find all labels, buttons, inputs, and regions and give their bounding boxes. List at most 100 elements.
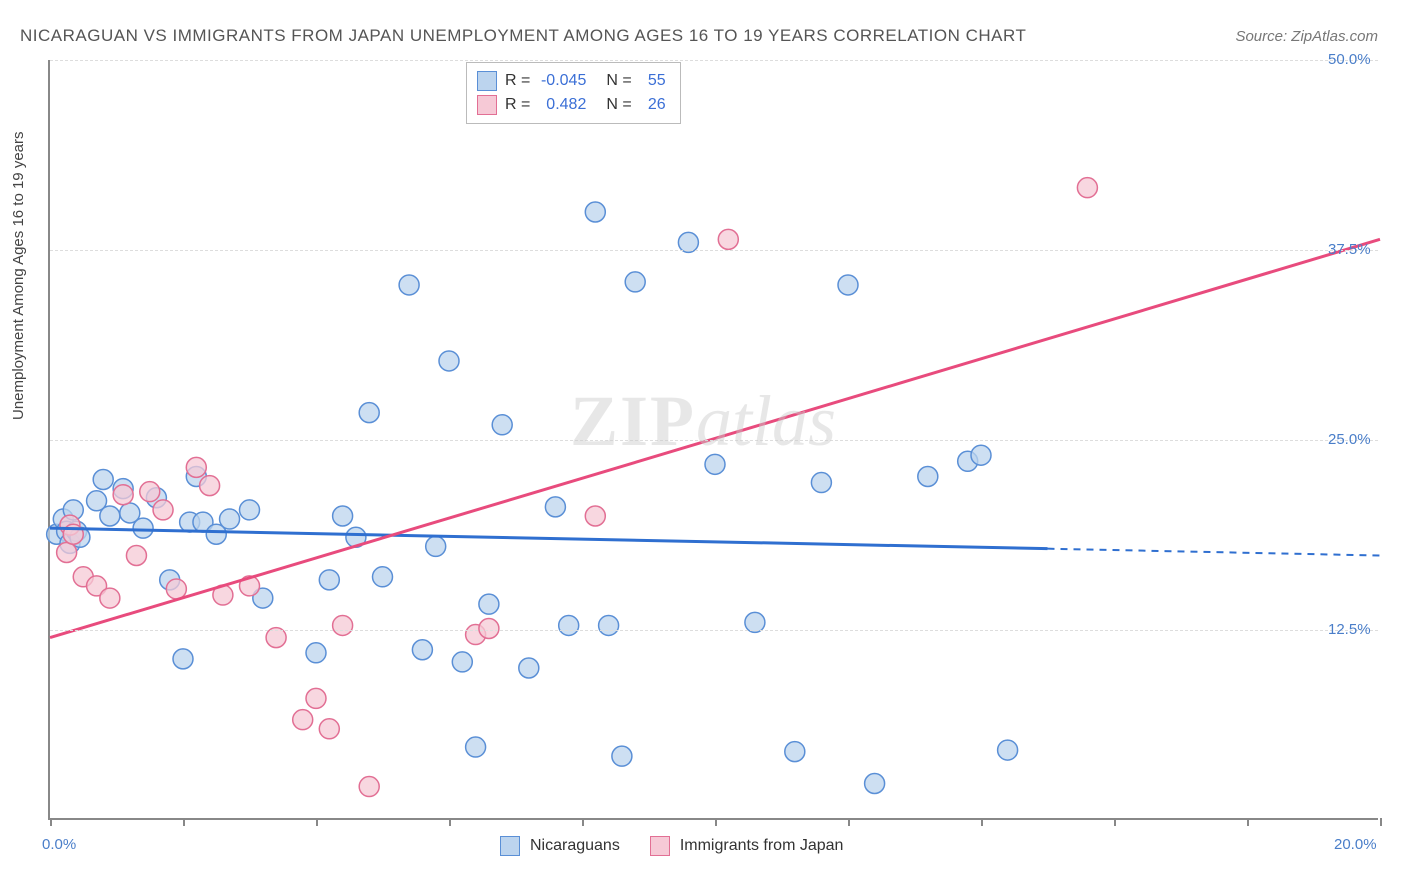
x-tick: [848, 818, 850, 826]
legend-r-label: R =: [505, 96, 530, 114]
scatter-point: [319, 719, 339, 739]
x-tick: [1114, 818, 1116, 826]
legend-bottom: Nicaraguans Immigrants from Japan: [500, 836, 843, 856]
legend-n-label: N =: [606, 72, 631, 90]
y-tick-label: 12.5%: [1328, 621, 1371, 638]
gridline: [50, 440, 1378, 441]
scatter-point: [100, 588, 120, 608]
scatter-point: [240, 500, 260, 520]
legend-swatch: [477, 95, 497, 115]
legend-r-value: -0.045: [538, 72, 586, 90]
scatter-point: [625, 272, 645, 292]
scatter-point: [133, 518, 153, 538]
scatter-point: [426, 536, 446, 556]
legend-bottom-item: Immigrants from Japan: [650, 836, 844, 856]
scatter-point: [585, 506, 605, 526]
scatter-point: [293, 710, 313, 730]
legend-n-label: N =: [606, 96, 631, 114]
scatter-point: [439, 351, 459, 371]
scatter-point: [479, 594, 499, 614]
y-tick-label: 37.5%: [1328, 241, 1371, 258]
legend-n-value: 26: [640, 96, 666, 114]
scatter-point: [359, 403, 379, 423]
scatter-point: [838, 275, 858, 295]
scatter-point: [585, 202, 605, 222]
scatter-point: [545, 497, 565, 517]
x-tick: [183, 818, 185, 826]
scatter-point: [399, 275, 419, 295]
legend-swatch: [650, 836, 670, 856]
scatter-point: [140, 482, 160, 502]
scatter-point: [126, 546, 146, 566]
y-tick-label: 25.0%: [1328, 431, 1371, 448]
scatter-point: [559, 615, 579, 635]
legend-bottom-item: Nicaraguans: [500, 836, 620, 856]
x-tick-label: 0.0%: [42, 836, 76, 853]
y-axis-title: Unemployment Among Ages 16 to 19 years: [10, 131, 27, 420]
scatter-point: [306, 688, 326, 708]
scatter-point: [519, 658, 539, 678]
x-tick: [981, 818, 983, 826]
scatter-point: [306, 643, 326, 663]
trend-line-dashed: [1048, 549, 1381, 556]
scatter-point: [333, 506, 353, 526]
legend-top-row: R = -0.045 N = 55: [477, 69, 666, 93]
scatter-point: [785, 742, 805, 762]
scatter-point: [100, 506, 120, 526]
legend-swatch: [477, 71, 497, 91]
x-tick: [715, 818, 717, 826]
scatter-point: [166, 579, 186, 599]
chart-svg: [50, 60, 1378, 818]
legend-r-value: 0.482: [538, 96, 586, 114]
scatter-point: [220, 509, 240, 529]
scatter-point: [173, 649, 193, 669]
legend-n-value: 55: [640, 72, 666, 90]
scatter-point: [412, 640, 432, 660]
scatter-point: [57, 542, 77, 562]
legend-series-label: Nicaraguans: [530, 837, 620, 855]
x-tick: [50, 818, 52, 826]
gridline: [50, 630, 1378, 631]
legend-r-label: R =: [505, 72, 530, 90]
scatter-point: [319, 570, 339, 590]
scatter-point: [153, 500, 173, 520]
scatter-point: [373, 567, 393, 587]
gridline: [50, 60, 1378, 61]
x-tick: [316, 818, 318, 826]
scatter-point: [333, 615, 353, 635]
x-tick: [1247, 818, 1249, 826]
legend-swatch: [500, 836, 520, 856]
legend-series-label: Immigrants from Japan: [680, 837, 844, 855]
scatter-point: [718, 229, 738, 249]
scatter-point: [200, 476, 220, 496]
gridline: [50, 250, 1378, 251]
scatter-point: [811, 473, 831, 493]
scatter-point: [452, 652, 472, 672]
chart-title: NICARAGUAN VS IMMIGRANTS FROM JAPAN UNEM…: [20, 26, 1026, 46]
trend-line: [50, 528, 1048, 549]
scatter-point: [971, 445, 991, 465]
scatter-point: [359, 777, 379, 797]
scatter-point: [93, 470, 113, 490]
scatter-point: [918, 466, 938, 486]
source-label: Source: ZipAtlas.com: [1235, 28, 1378, 45]
scatter-point: [1077, 178, 1097, 198]
scatter-point: [705, 454, 725, 474]
x-tick-label: 20.0%: [1334, 836, 1377, 853]
scatter-point: [466, 737, 486, 757]
trend-line: [50, 239, 1380, 637]
scatter-point: [113, 485, 133, 505]
scatter-point: [612, 746, 632, 766]
scatter-point: [599, 615, 619, 635]
scatter-point: [479, 618, 499, 638]
plot-area: 12.5%25.0%37.5%50.0%: [48, 60, 1378, 820]
legend-top-row: R = 0.482 N = 26: [477, 93, 666, 117]
x-tick: [1380, 818, 1382, 826]
x-tick: [582, 818, 584, 826]
scatter-point: [865, 774, 885, 794]
x-tick: [449, 818, 451, 826]
y-tick-label: 50.0%: [1328, 51, 1371, 68]
scatter-point: [492, 415, 512, 435]
scatter-point: [186, 457, 206, 477]
legend-top: R = -0.045 N = 55 R = 0.482 N = 26: [466, 62, 681, 124]
